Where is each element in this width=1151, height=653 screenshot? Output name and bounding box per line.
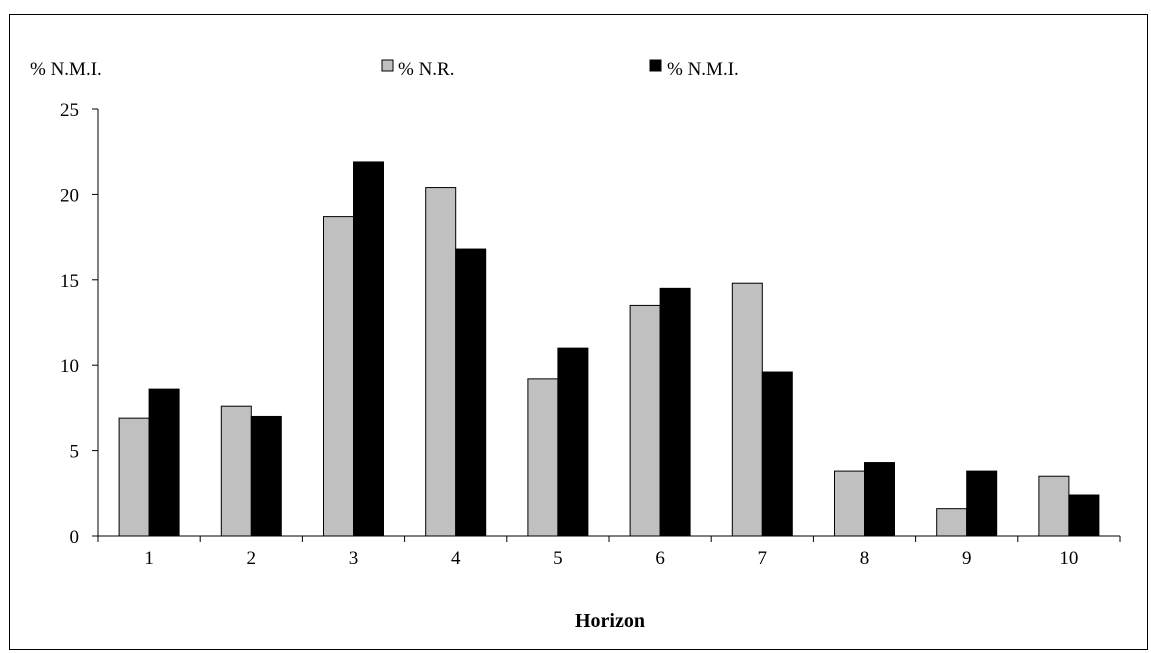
bar-nr <box>629 304 661 537</box>
bar-nr <box>323 216 354 537</box>
bar-nmi <box>761 371 793 537</box>
bar-nr <box>936 508 968 537</box>
plot-area: 0 5 10 15 20 25 1 2 3 4 5 6 7 8 9 10 <box>60 100 1121 569</box>
y-tick-label: 0 <box>70 527 80 548</box>
bar-nr <box>118 417 150 537</box>
bar-nr <box>1038 475 1070 537</box>
y-tick-label: 15 <box>60 271 79 292</box>
x-tick-label: 5 <box>553 548 563 569</box>
bar-nmi <box>1068 494 1100 537</box>
bar-nr <box>425 187 457 537</box>
bar-nmi <box>659 287 691 537</box>
x-tick-label: 8 <box>860 548 870 569</box>
x-tick-label: 4 <box>451 548 461 569</box>
legend-item-nmi: % N.M.I. <box>649 59 739 80</box>
y-tick-label: 25 <box>60 100 79 121</box>
bar-nr <box>220 405 252 537</box>
x-tick-label: 2 <box>247 548 257 569</box>
bar-nmi <box>864 462 895 537</box>
legend: % N.R. % N.M.I. <box>381 59 739 80</box>
x-tick-label: 3 <box>349 548 359 569</box>
y-tick-label: 20 <box>60 185 79 206</box>
x-axis-label: Horizon <box>575 610 645 632</box>
bars <box>118 161 1100 537</box>
y-axis-label: % N.M.I. <box>30 59 102 80</box>
y-ticks: 0 5 10 15 20 25 <box>60 100 98 548</box>
legend-swatch-nmi <box>649 59 662 72</box>
bar-nmi <box>557 347 589 537</box>
y-tick-label: 10 <box>60 356 79 377</box>
legend-label-nmi: % N.M.I. <box>667 59 739 80</box>
legend-item-nr: % N.R. <box>381 59 454 80</box>
bar-nr <box>834 470 865 537</box>
x-tick-label: 9 <box>962 548 972 569</box>
legend-swatch-nr <box>381 59 394 72</box>
x-tick-label: 10 <box>1059 548 1078 569</box>
bar-nmi <box>250 415 282 537</box>
bar-nr <box>731 282 763 537</box>
bar-nmi <box>966 470 998 537</box>
y-tick-label: 5 <box>70 442 80 463</box>
x-tick-label: 7 <box>758 548 768 569</box>
x-tick-label: 1 <box>144 548 154 569</box>
bar-nmi <box>455 248 487 537</box>
chart-frame <box>9 14 1148 650</box>
bar-nr <box>527 378 559 537</box>
x-tick-label: 6 <box>655 548 665 569</box>
legend-label-nr: % N.R. <box>398 59 454 80</box>
x-ticks: 1 2 3 4 5 6 7 8 9 10 <box>97 536 1121 569</box>
bar-nmi <box>353 161 384 537</box>
bar-nmi <box>148 388 180 537</box>
